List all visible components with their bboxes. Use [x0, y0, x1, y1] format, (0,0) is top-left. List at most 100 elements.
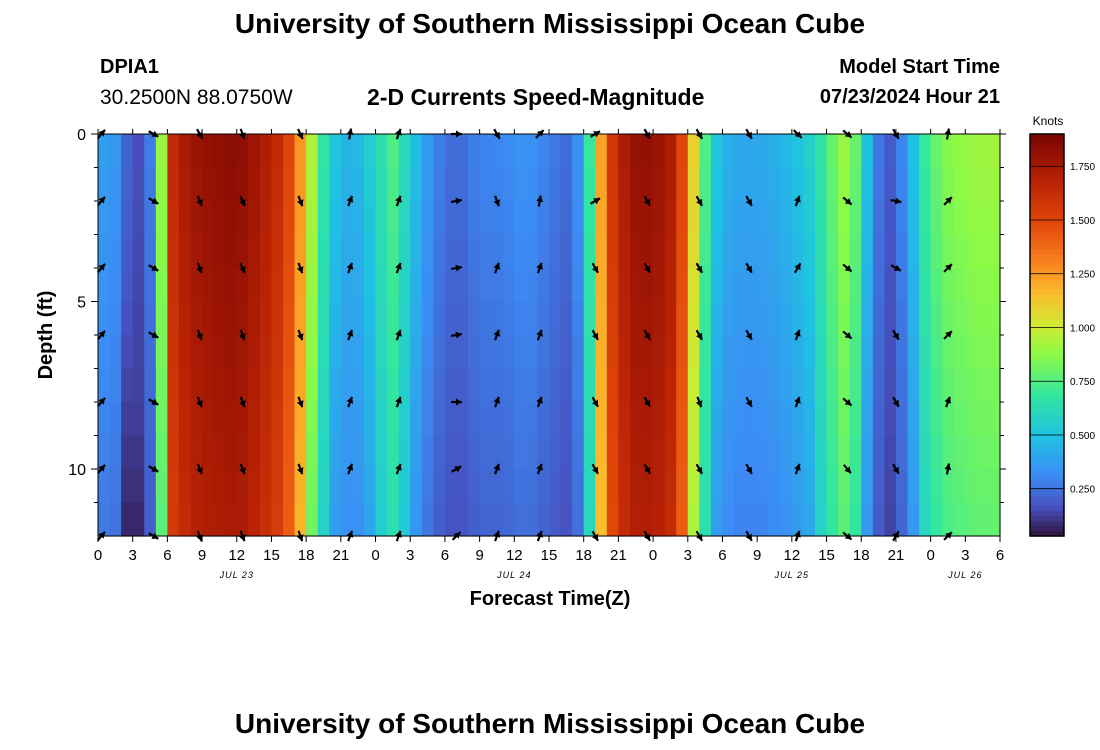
heatmap-cell — [687, 268, 700, 303]
heatmap-cell — [502, 234, 515, 269]
heatmap-cell — [410, 335, 423, 370]
heatmap-cell — [583, 268, 596, 303]
heatmap-cell — [814, 335, 828, 370]
heatmap-cell — [791, 469, 805, 504]
heatmap-cell — [525, 502, 539, 537]
heatmap-cell — [919, 201, 932, 236]
current-vector — [745, 262, 753, 274]
heatmap-cell — [895, 502, 909, 537]
heatmap-cell — [710, 502, 724, 537]
colorbar-tick-label: 0.250 — [1070, 485, 1095, 496]
heatmap-cell — [930, 234, 943, 269]
heatmap-cell — [734, 402, 747, 437]
heatmap-cell — [155, 368, 168, 403]
current-vector — [745, 329, 753, 341]
heatmap-cell — [849, 134, 862, 169]
heatmap-cell — [861, 268, 874, 303]
heatmap-cell — [572, 335, 585, 370]
current-vector — [239, 329, 246, 341]
heatmap-cell — [387, 335, 400, 370]
heatmap-cell — [178, 469, 192, 504]
x-tick-label: 18 — [298, 547, 315, 564]
colorbar-segment — [1030, 284, 1064, 291]
heatmap-cell — [398, 368, 411, 403]
heatmap-cell — [884, 368, 897, 403]
heatmap-cell — [456, 268, 469, 303]
heatmap-cell — [213, 234, 226, 269]
heatmap-cell — [468, 201, 481, 236]
current-vector — [890, 264, 902, 272]
current-vector — [196, 396, 203, 408]
heatmap-cell — [930, 335, 943, 370]
heatmap-cell — [606, 368, 619, 403]
heatmap-cell — [814, 301, 828, 336]
heatmap-cell — [907, 234, 920, 269]
heatmap-cell — [132, 201, 145, 236]
heatmap-cell — [514, 402, 527, 437]
heatmap-cell — [988, 368, 1001, 403]
heatmap-cell — [283, 234, 296, 269]
colorbar-segment — [1030, 134, 1064, 140]
heatmap-cell — [687, 301, 700, 336]
heatmap-cell — [202, 335, 215, 370]
colorbar-tick-label: 1.250 — [1070, 270, 1095, 281]
heatmap-cell — [202, 502, 215, 537]
heatmap-cell — [953, 201, 966, 236]
heatmap-cell — [178, 268, 192, 303]
heatmap-cell — [410, 402, 423, 437]
heatmap-cell — [121, 502, 134, 537]
heatmap-cell — [953, 469, 966, 504]
heatmap-cell — [468, 167, 481, 202]
heatmap-cell — [791, 167, 805, 202]
heatmap-cell — [121, 435, 134, 470]
heatmap-cell — [363, 502, 377, 537]
heatmap-cell — [352, 502, 365, 537]
heatmap-cell — [121, 234, 134, 269]
heatmap-cell — [178, 502, 192, 537]
heatmap-cell — [236, 335, 249, 370]
heatmap-cell — [595, 435, 608, 470]
heatmap-cell — [572, 368, 585, 403]
heatmap-cell — [502, 335, 515, 370]
heatmap-cell — [699, 335, 712, 370]
heatmap-cell — [178, 402, 192, 437]
heatmap-cell — [641, 301, 654, 336]
heatmap-cell — [155, 201, 168, 236]
heatmap-cell — [629, 435, 643, 470]
heatmap-cell — [317, 268, 330, 303]
heatmap-cell — [664, 268, 677, 303]
colorbar-segment — [1030, 204, 1064, 210]
heatmap-cell — [884, 335, 897, 370]
heatmap-cell — [629, 268, 643, 303]
heatmap-cell — [433, 402, 446, 437]
heatmap-cell — [953, 335, 966, 370]
heatmap-cell — [109, 402, 122, 437]
current-vector — [97, 196, 106, 206]
x-tick-label: 3 — [961, 547, 969, 564]
colorbar-segment — [1030, 360, 1064, 366]
x-axis-label: Forecast Time(Z) — [470, 588, 631, 610]
heatmap-cell — [340, 469, 354, 504]
current-vector — [591, 329, 599, 341]
heatmap-cell — [861, 201, 874, 236]
heatmap-cell — [849, 368, 862, 403]
heatmap-cell — [248, 368, 261, 403]
current-vector — [695, 329, 704, 341]
heatmap-cell — [595, 335, 608, 370]
heatmap-cell — [895, 402, 909, 437]
heatmap-cell — [236, 134, 249, 169]
y-axis-label: Depth (ft) — [35, 291, 57, 380]
heatmap-cell — [976, 469, 990, 504]
current-vector — [794, 329, 801, 341]
heatmap-cell — [838, 402, 851, 437]
colorbar-segment — [1030, 319, 1064, 326]
colorbar-segment — [1030, 455, 1064, 462]
heatmap-cell — [583, 335, 596, 370]
heatmap-cell — [768, 435, 781, 470]
x-tick-label: 15 — [818, 547, 835, 564]
heatmap-cell — [907, 268, 920, 303]
heatmap-cell — [98, 335, 111, 370]
x-tick-label: 18 — [853, 547, 870, 564]
heatmap-cell — [456, 301, 469, 336]
heatmap-cell — [375, 201, 388, 236]
